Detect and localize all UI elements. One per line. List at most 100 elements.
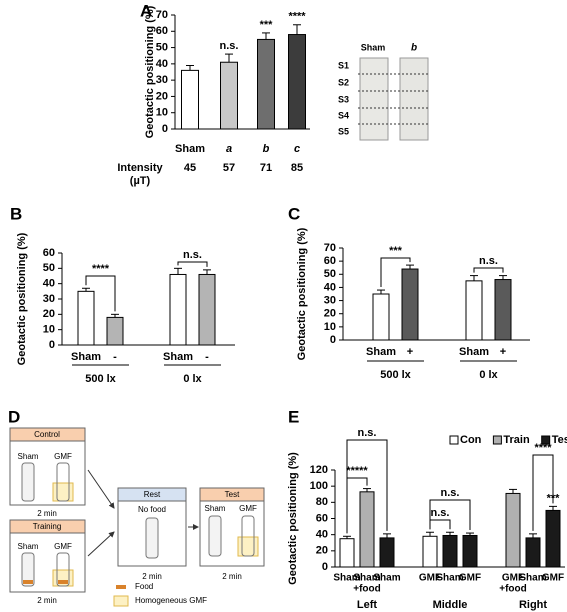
bar (379, 537, 395, 568)
y-tick-label: 60 (43, 247, 55, 259)
box-header (9, 519, 86, 534)
x-tick-label: c (294, 143, 300, 155)
annotation: *** (547, 492, 561, 504)
bar (505, 492, 521, 568)
group-label: 500 lx (380, 369, 411, 381)
gmf-area (237, 536, 259, 557)
bar (465, 280, 483, 341)
annotation: n.s. (220, 40, 239, 52)
arrow (87, 531, 115, 557)
x-tick-label: b (263, 143, 270, 155)
vial-label: GMF (54, 452, 72, 461)
y-tick-label: 20 (156, 90, 168, 102)
vial-photo (359, 57, 389, 141)
vial (21, 462, 35, 502)
intensity-value: 85 (291, 162, 303, 174)
y-axis-label: Geotactic positioning (%) (144, 5, 156, 138)
y-tick-label: 10 (43, 324, 55, 336)
photo-column: Sham (361, 42, 386, 52)
bar (257, 38, 275, 130)
x-tick-label: GMF (419, 573, 441, 584)
x-tick-label: GMF (542, 573, 564, 584)
vial (21, 552, 35, 587)
annotation: n.s. (479, 255, 498, 267)
x-tick-label: - (113, 351, 117, 363)
annotation: n.s. (431, 507, 450, 519)
panel-letter: C (288, 204, 300, 223)
panel-letter: A (140, 1, 152, 20)
y-tick-label: 30 (43, 293, 55, 305)
legend-label: Train (503, 434, 530, 446)
y-tick-label: 10 (156, 107, 168, 119)
dividers (358, 73, 430, 125)
x-tick-label: Sham (71, 351, 101, 363)
x-tick-label: + (500, 346, 506, 358)
y-tick-label: 30 (324, 294, 336, 306)
diagram: D Control Sham GMF 2 min Training Sham G… (8, 407, 265, 607)
vial-label: Sham (18, 452, 39, 461)
annotation: **** (288, 11, 306, 23)
bar (442, 534, 458, 568)
x-tick-label: Sham (175, 143, 205, 155)
annotation: *** (389, 245, 403, 257)
x-tick-label: a (226, 143, 232, 155)
x-tick-label: Sham (459, 346, 489, 358)
y-tick-label: 40 (156, 58, 168, 70)
y-tick-label: 50 (324, 268, 336, 280)
x-tick-label: + (407, 346, 413, 358)
time: 2 min (37, 509, 57, 518)
box-title: Rest (144, 490, 161, 499)
y-axis-label: Geotactic positioning (%) (287, 452, 299, 585)
panel-letter: D (8, 407, 20, 426)
bar (462, 534, 478, 568)
bracket (532, 454, 554, 531)
bracket (473, 267, 504, 273)
photo-column: b (411, 43, 417, 54)
legend-label: Con (460, 434, 482, 446)
arrow (87, 469, 115, 509)
y-tick-label: 20 (316, 545, 328, 557)
annotation: *** (260, 19, 274, 31)
vial-label: Sham (18, 542, 39, 551)
legend-gmf (113, 595, 129, 607)
bar (545, 509, 561, 568)
box-title: Training (33, 522, 62, 531)
x-tick-label: GMF (459, 573, 481, 584)
y-tick-label: 0 (330, 334, 336, 346)
bracket (380, 257, 411, 288)
y-tick-label: 60 (156, 25, 168, 37)
y-tick-label: 20 (43, 308, 55, 320)
x-tick-label: Sham (163, 351, 193, 363)
box-header (9, 427, 86, 442)
x-tick-label: +food (353, 584, 381, 595)
bar (181, 69, 199, 130)
annotation: ***** (346, 465, 368, 477)
box-header (199, 487, 265, 502)
vial (208, 515, 222, 557)
bracket (429, 519, 451, 530)
annotation: **** (534, 442, 552, 454)
legend-swatch (541, 435, 551, 445)
y-tick-label: 60 (324, 255, 336, 267)
y-tick-label: 100 (310, 480, 328, 492)
group-label: Left (357, 599, 378, 611)
time: 2 min (37, 596, 57, 605)
legend-label: Food (135, 582, 153, 591)
bar (77, 290, 95, 346)
legend-label: Homogeneous GMF (135, 596, 207, 605)
bracket (346, 477, 368, 534)
x-tick-label: Sham (333, 573, 360, 584)
photo-row: S1 (338, 60, 349, 70)
y-tick-label: 20 (324, 308, 336, 320)
group-label: Middle (433, 599, 468, 611)
vial (56, 552, 70, 587)
bar (288, 34, 306, 130)
panel-letter: B (10, 204, 22, 223)
vial-label: GMF (239, 504, 257, 513)
intensity-value: 71 (260, 162, 272, 174)
y-tick-label: 40 (43, 278, 55, 290)
vial (241, 515, 255, 557)
legend-swatch (449, 435, 459, 445)
